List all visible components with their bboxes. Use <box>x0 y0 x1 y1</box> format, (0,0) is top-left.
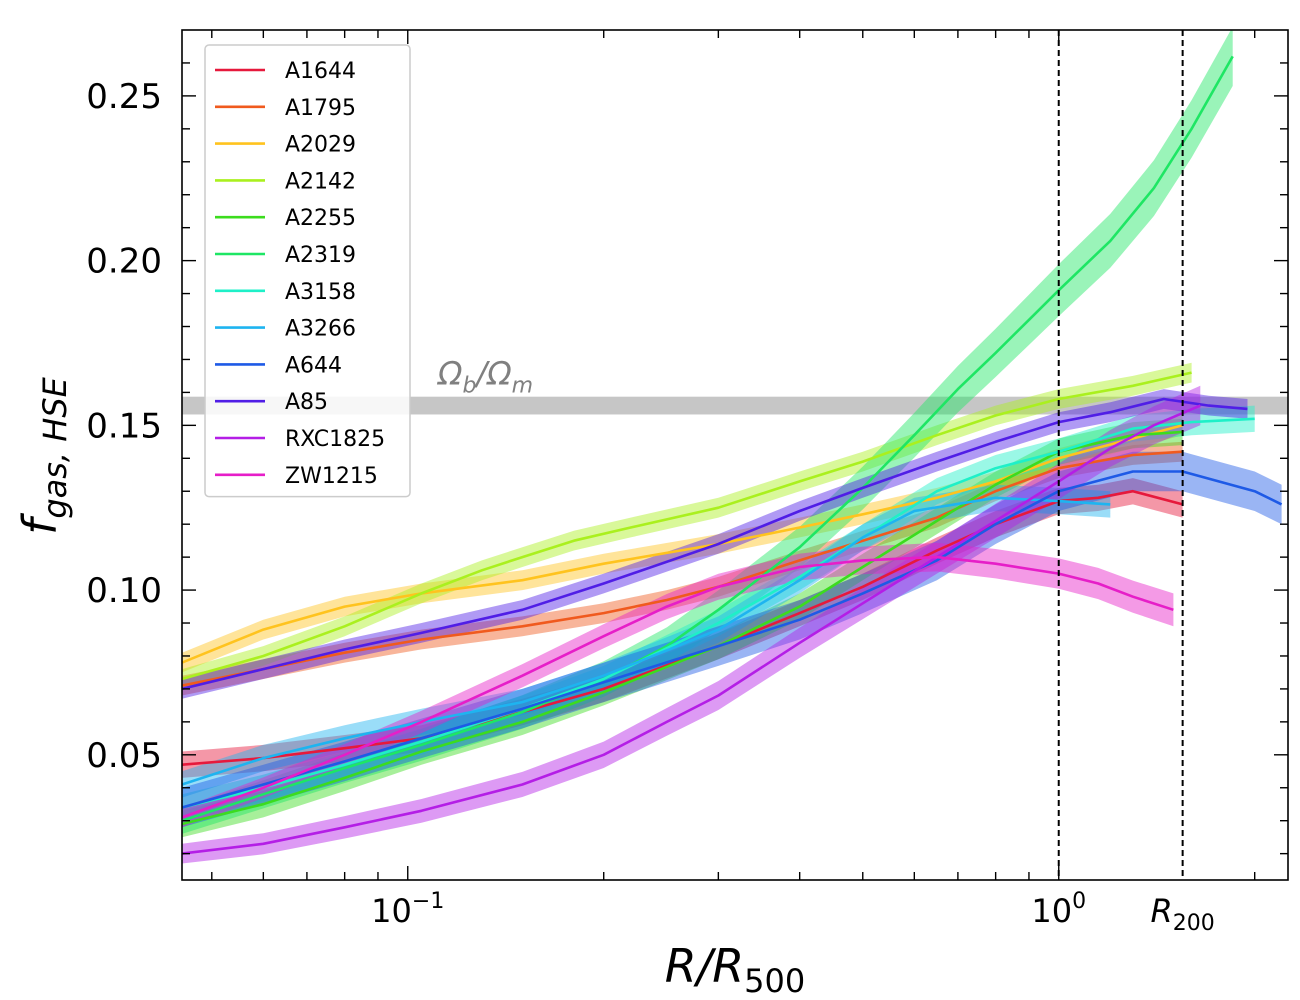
series-lines <box>182 55 1283 855</box>
x-tick-label: 10−1 <box>371 889 444 930</box>
legend-label-zw1215: ZW1215 <box>285 464 378 489</box>
legend-label-a644: A644 <box>285 353 342 378</box>
line-a3158 <box>182 417 1255 809</box>
plot-frame <box>181 29 1289 881</box>
band-a2142 <box>182 362 1192 689</box>
line-a85 <box>182 397 1248 691</box>
y-tick-label: 0.25 <box>86 77 162 117</box>
y-axis-label: fgas, HSE <box>13 376 74 535</box>
legend-label-a2142: A2142 <box>285 169 356 194</box>
line-zw1215 <box>182 555 1174 819</box>
legend: A1644 A1795 A2029 A2142 A2255 A2319 A3158 A3266… <box>204 44 411 498</box>
axes: 10−1 100 0.05 0.10 0.15 0.20 0.25 <box>86 29 1289 930</box>
band-a1795 <box>182 441 1183 696</box>
legend-label-a3266: A3266 <box>285 317 356 342</box>
y-tick-label: 0.20 <box>86 242 162 282</box>
band-zw1215 <box>182 542 1174 828</box>
legend-label-a3158: A3158 <box>285 280 356 305</box>
axis-labels: Ωb/Ωm R200 R/R500 fgas, HSE <box>13 355 1215 1000</box>
legend-label-a1644: A1644 <box>285 59 356 84</box>
r200-label: R200 <box>1151 892 1215 936</box>
baryon-fraction-label: Ωb/Ωm <box>436 355 533 399</box>
legend-label-a2319: A2319 <box>285 243 356 268</box>
y-tick-label: 0.15 <box>86 406 162 446</box>
legend-label-a85: A85 <box>285 390 328 415</box>
band-a3266 <box>182 484 1111 798</box>
x-axis-label: R/R500 <box>665 939 806 1000</box>
legend-label-a1795: A1795 <box>285 96 356 121</box>
band-a2029 <box>182 415 1183 673</box>
legend-label-a2029: A2029 <box>285 133 356 158</box>
line-a2029 <box>182 424 1183 664</box>
x-tick-label: 100 <box>1031 889 1086 930</box>
y-tick-label: 0.05 <box>86 736 162 776</box>
legend-label-a2255: A2255 <box>285 206 356 231</box>
y-tick-label: 0.10 <box>86 571 162 611</box>
legend-label-rxc1825: RXC1825 <box>285 427 385 452</box>
line-rxc1825 <box>182 404 1201 855</box>
band-a3158 <box>182 405 1255 821</box>
line-a2142 <box>182 371 1192 681</box>
line-a3266 <box>182 496 1111 786</box>
line-a644 <box>182 470 1283 809</box>
legend-box <box>204 44 411 498</box>
line-a2255 <box>182 430 1183 826</box>
reference-lines <box>1057 30 1184 880</box>
